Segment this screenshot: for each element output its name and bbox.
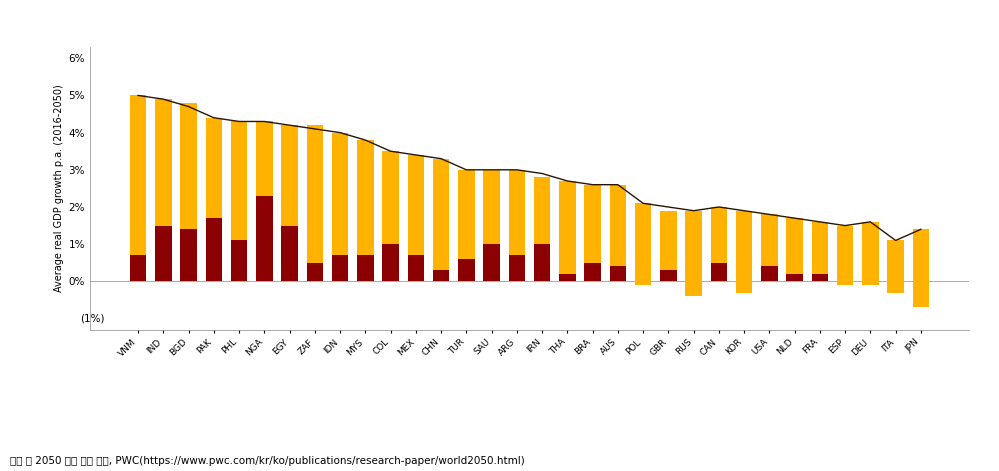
Bar <box>408 255 424 281</box>
Bar <box>533 177 550 244</box>
Bar <box>660 211 676 270</box>
Bar <box>408 155 424 255</box>
Bar <box>206 118 222 218</box>
Bar <box>383 244 399 281</box>
Bar <box>660 270 676 281</box>
Bar <box>307 125 323 263</box>
Bar <box>887 281 904 292</box>
Bar <box>231 241 248 281</box>
Bar <box>635 203 651 285</box>
Bar <box>433 270 450 281</box>
Bar <box>357 255 374 281</box>
Bar <box>811 222 828 274</box>
Bar <box>533 244 550 281</box>
Bar <box>887 241 904 292</box>
Bar <box>811 274 828 281</box>
Bar <box>383 151 399 244</box>
Bar <box>508 170 525 255</box>
Bar <box>508 255 525 281</box>
Bar <box>559 274 575 281</box>
Bar <box>231 122 248 241</box>
Bar <box>459 170 475 259</box>
Bar <box>433 159 450 270</box>
Bar <box>332 133 349 255</box>
Bar <box>761 267 777 281</box>
Bar <box>484 170 500 244</box>
Bar <box>282 125 298 226</box>
Bar <box>181 229 197 281</box>
Bar <box>786 218 803 274</box>
Bar <box>256 196 273 281</box>
Text: 자료 ： 2050 세계 경제 전망, PWC(https://www.pwc.com/kr/ko/publications/research-paper/wo: 자료 ： 2050 세계 경제 전망, PWC(https://www.pwc.… <box>10 456 524 466</box>
Bar <box>710 207 727 263</box>
Text: (1%): (1%) <box>80 314 105 324</box>
Bar <box>130 96 146 255</box>
Bar <box>459 259 475 281</box>
Bar <box>736 211 752 292</box>
Bar <box>256 122 273 196</box>
Bar <box>837 226 853 285</box>
Bar <box>584 185 600 263</box>
Bar <box>913 281 929 308</box>
Bar <box>862 281 878 285</box>
Y-axis label: Average real GDP growth p.a. (2016-2050): Average real GDP growth p.a. (2016-2050) <box>54 84 64 292</box>
Bar <box>332 255 349 281</box>
Bar <box>913 229 929 308</box>
Bar <box>206 218 222 281</box>
Bar <box>307 263 323 281</box>
Bar <box>155 99 172 226</box>
Bar <box>357 140 374 255</box>
Bar <box>710 263 727 281</box>
Bar <box>584 263 600 281</box>
Bar <box>155 226 172 281</box>
Bar <box>761 214 777 267</box>
Bar <box>130 255 146 281</box>
Bar <box>609 185 626 267</box>
Bar <box>609 267 626 281</box>
Bar <box>837 281 853 285</box>
Bar <box>685 281 702 296</box>
Bar <box>282 226 298 281</box>
Bar <box>685 211 702 296</box>
Bar <box>736 281 752 292</box>
Bar <box>786 274 803 281</box>
Bar <box>635 281 651 285</box>
Bar <box>862 222 878 285</box>
Bar <box>559 181 575 274</box>
Bar <box>181 103 197 229</box>
Bar <box>484 244 500 281</box>
